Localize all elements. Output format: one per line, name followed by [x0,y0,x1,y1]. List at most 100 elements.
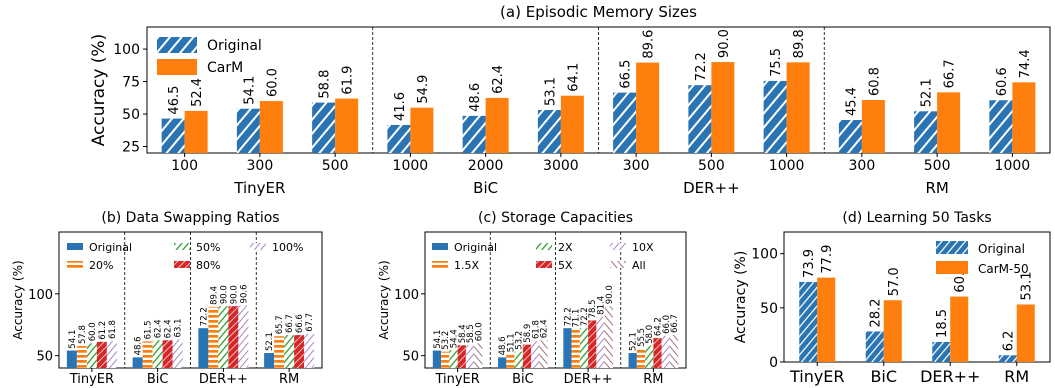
chart-a-xtick-label: 500 [924,158,951,174]
chart-d-value-label: 73.9 [802,249,817,278]
chart-d-xtick-label: BiC [870,367,897,386]
chart-a-value-label: 54.9 [416,75,431,104]
chart-1-legend-label: 20% [89,259,113,272]
chart-1-legend-swatch [250,243,266,250]
bar-cap-2x [579,328,589,368]
chart-a-value-label: 66.5 [619,60,634,89]
chart-1-xtick-label: BiC [147,372,169,387]
chart-d-xtick-label: DER++ [920,367,980,386]
chart-a-xtick-label: 100 [171,158,198,174]
chart-a-legend-swatch-carm [157,59,197,75]
bar-carm [636,62,660,153]
chart-a-group-label: BiC [473,179,498,197]
bar-ratio-100 [106,341,117,368]
chart-2-xtick-label: TinyER [434,372,479,387]
bar-original [865,331,884,362]
chart-1-xtick-label: TinyER [69,372,114,387]
bar-carm-50 [883,300,902,362]
chart-d-legend-original: Original [978,242,1025,256]
bar-cap-5x [457,345,466,368]
chart-2-legend-label: Original [454,241,497,254]
chart-a-ylabel: Accuracy (%) [89,34,109,146]
chart-a-legend-carm: CarM [207,60,243,76]
chart-d-ytick-label: 0 [769,355,778,371]
chart-a-value-label: 52.4 [190,78,205,107]
bar-cap-2x [449,350,458,368]
bar-original [264,353,275,368]
chart-d-value-label: 6.2 [1002,331,1017,352]
chart-1-ytick-label: 50 [36,350,53,365]
chart-a-value-label: 66.7 [943,59,958,88]
chart-a-value-label: 48.6 [468,83,483,112]
bar-cap-all [669,334,679,368]
bar-original [387,124,411,153]
bar-original [66,350,77,368]
bar-ratio-80 [96,341,107,368]
chart-d-value-label: 53.1 [1020,272,1035,301]
chart-1-legend-swatch [174,261,190,268]
bar-ratio-50 [284,334,295,368]
chart-1-value-label: 61.8 [108,320,118,339]
chart-1-value-label: 66.7 [285,314,295,333]
bar-carm [184,110,208,153]
chart-2-value-label: 58.4 [458,324,468,343]
chart-2-ytick-label: 50 [402,350,419,365]
chart-2-xtick-label: RM [643,372,663,387]
bar-ratio-80 [228,306,239,368]
bar-original [998,355,1017,362]
chart-d-value-label: 77.9 [820,245,835,274]
chart-1-xtick-label: RM [279,372,299,387]
bar-cap-1-5x [441,351,450,368]
chart-a-value-label: 58.8 [318,70,333,99]
bar-original [161,118,185,153]
chart-a-value-label: 60.6 [995,67,1010,96]
chart-2-value-label: 81.4 [597,296,607,315]
chart-a-xtick-label: 300 [247,158,274,174]
chart-1-legend-label: 80% [196,259,220,272]
bar-cap-10x [465,345,475,368]
bar-original [799,281,818,362]
chart-2-xtick-label: DER++ [564,372,613,387]
chart-1-legend-label: Original [89,241,132,254]
bar-cap-10x [531,341,540,368]
chart-a-title: (a) Episodic Memory Sizes [500,3,697,21]
chart-2-legend-label: All [632,259,646,272]
bar-cap-10x [661,335,670,368]
chart-2-legend-swatch [536,261,552,268]
chart-2-legend-label: 2X [558,241,573,254]
chart-2-value-label: 53.2 [441,331,451,350]
chart-1-value-label: 90.0 [229,285,239,304]
bar-carm [485,97,509,153]
chart-d-ytick-label: 100 [751,247,778,263]
chart-d-ytick-label: 50 [760,301,778,317]
chart-1-value-label: 67.7 [305,313,315,332]
chart-2-value-label: 52.1 [629,332,639,351]
bar-cap-5x [522,344,532,368]
chart-1-legend-swatch [67,243,83,250]
chart-a-xtick-label: 300 [623,158,650,174]
chart-d-legend-swatch-carm [936,261,968,274]
bar-cap-1-5x [571,329,580,368]
bar-ratio-20 [274,336,285,368]
chart-2-value-label: 78.5 [588,299,598,318]
chart-a-group-label: DER++ [683,179,740,197]
chart-a-value-label: 89.8 [792,29,807,58]
chart-1-legend-label: 100% [272,241,303,254]
chart-d-xtick-label: TinyER [789,367,845,386]
chart-2-value-label: 54.1 [433,330,443,349]
chart-a-xtick-label: 300 [849,158,876,174]
bar-ratio-100 [172,339,183,368]
chart-a-value-label: 60.8 [867,67,882,96]
chart-a-ytick-label: 50 [122,107,140,123]
bar-ratio-50 [152,340,163,368]
chart-a-value-label: 46.5 [167,86,182,115]
chart-2-value-label: 66.0 [662,315,672,334]
bar-cap-10x [596,316,605,368]
chart-a-group-label: TinyER [233,179,285,197]
chart-d-value-label: 57.0 [887,267,902,296]
chart-2-legend-swatch [432,243,448,250]
chart-1-legend-swatch [174,243,190,250]
bar-ratio-80 [162,340,173,368]
chart-d-xtick-label: RM [1004,367,1029,386]
